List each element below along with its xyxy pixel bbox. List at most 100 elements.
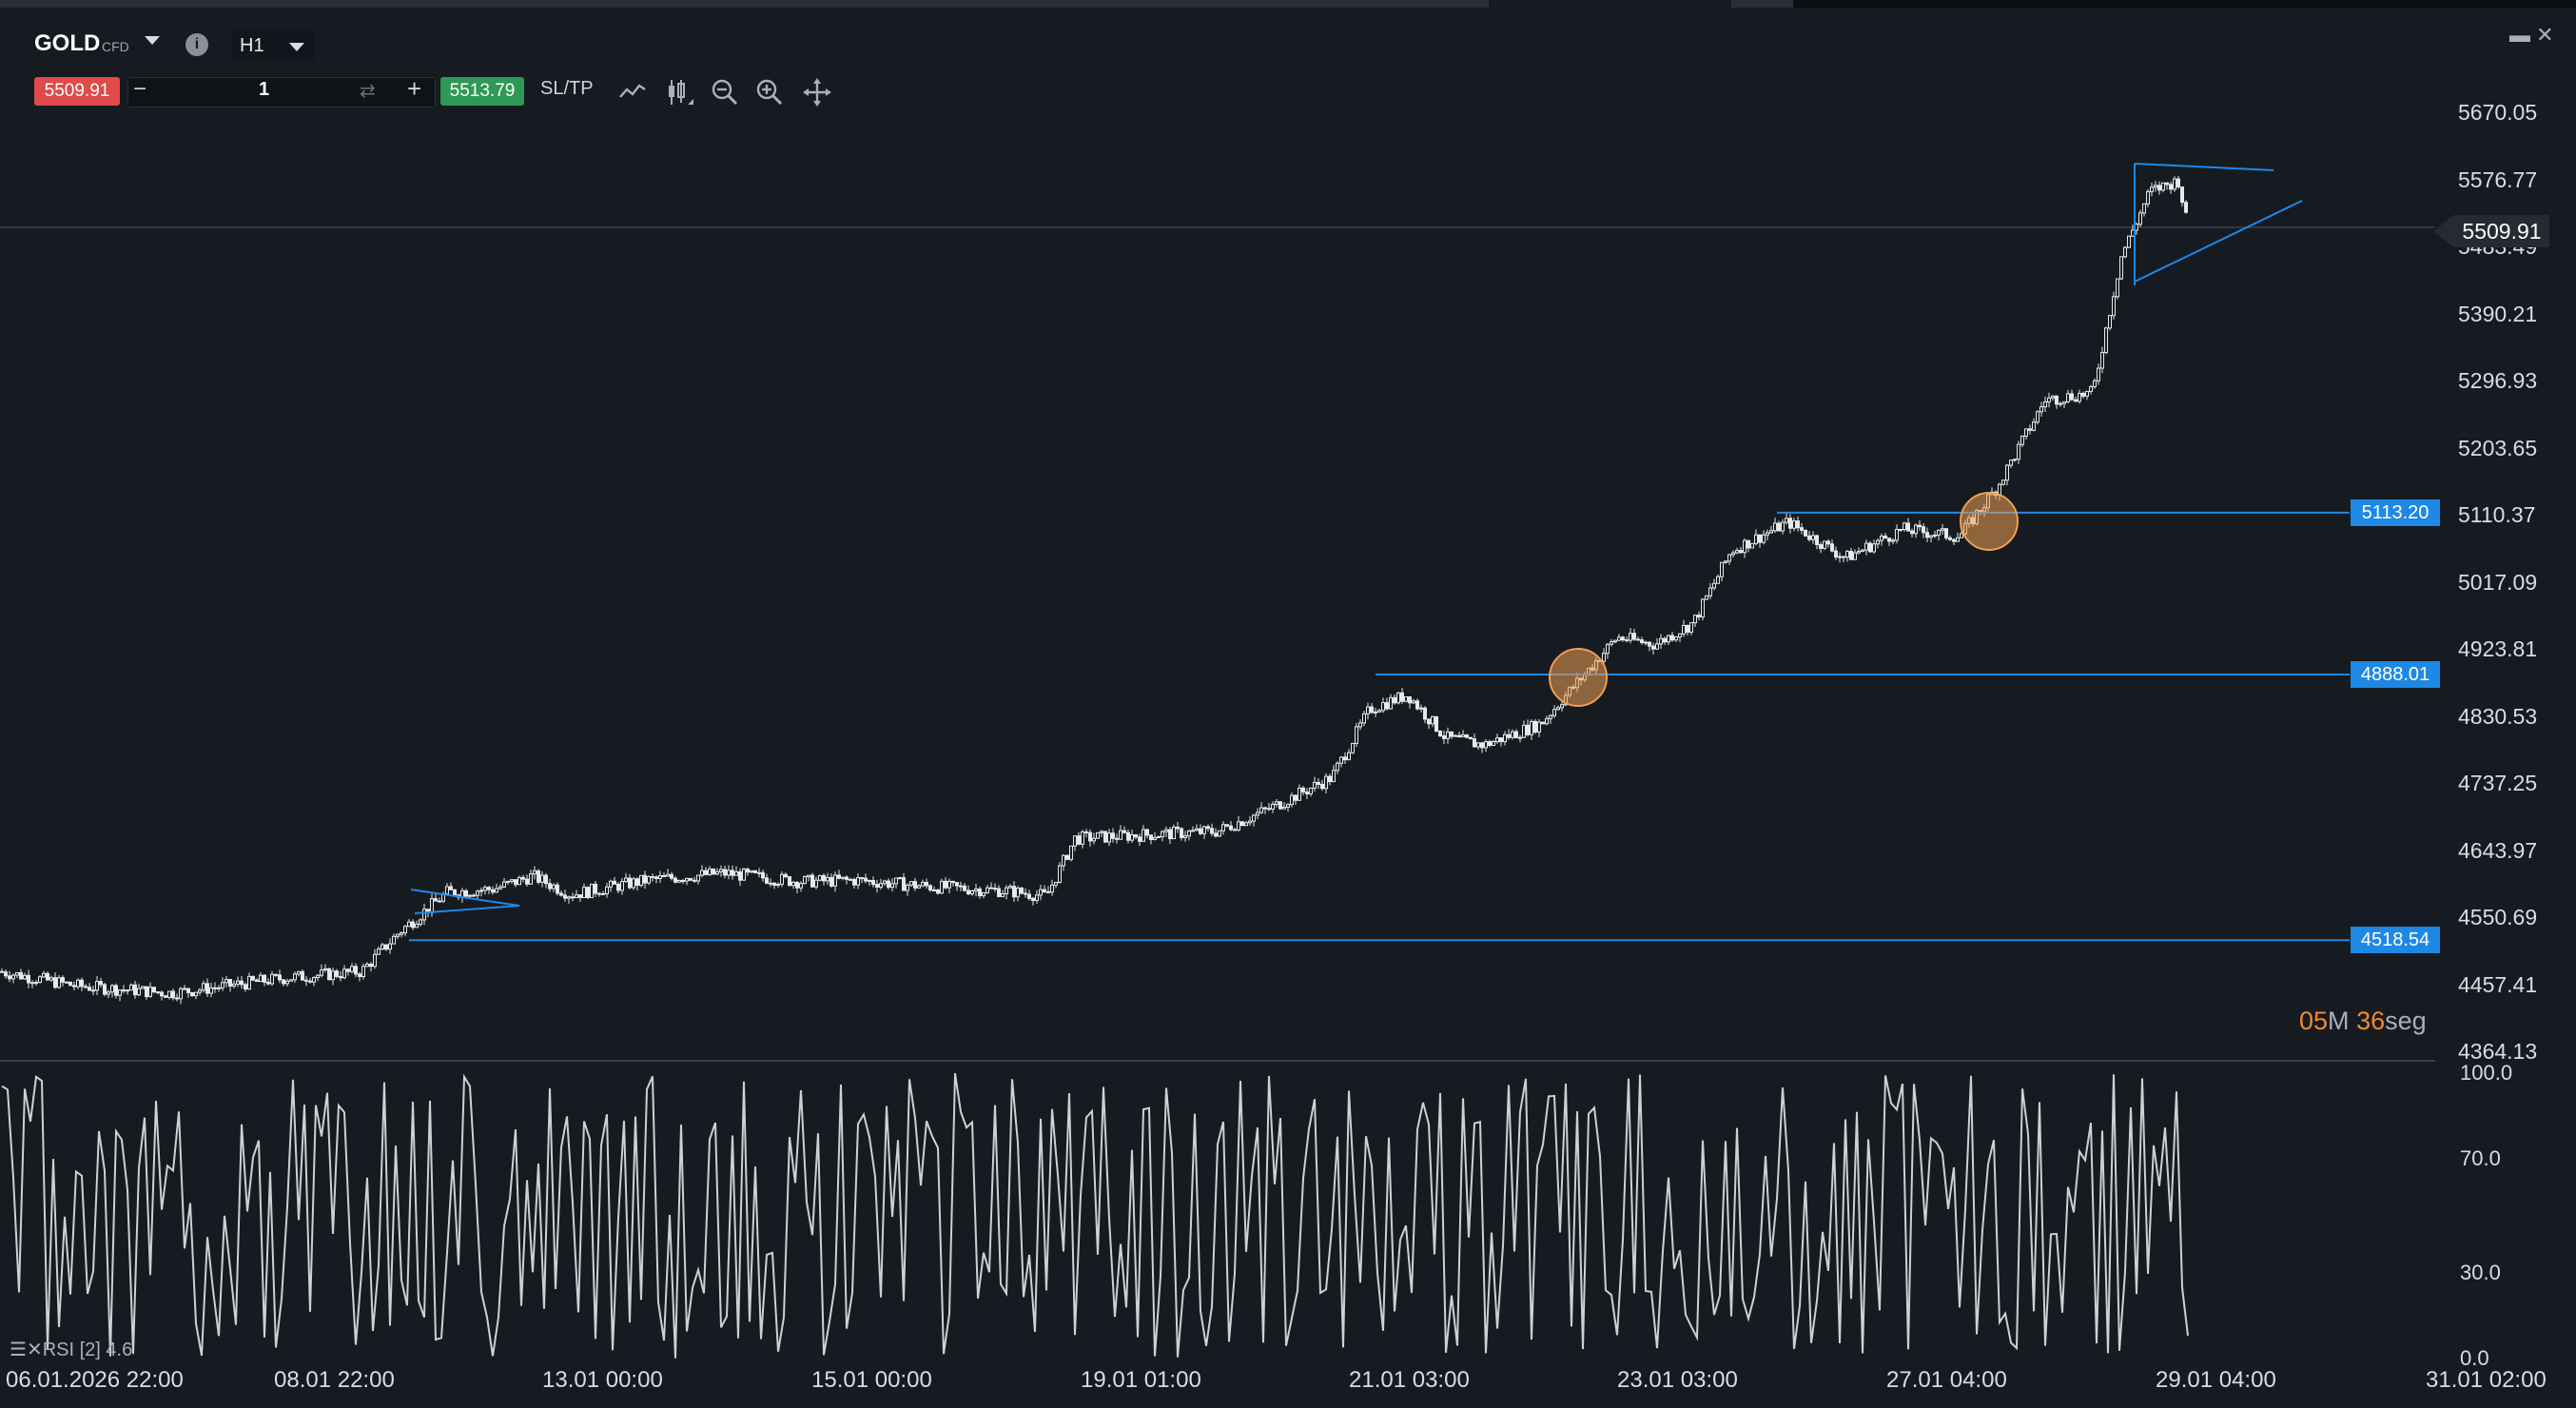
candle [2142, 203, 2146, 214]
candle [1861, 549, 1864, 553]
line-chart-icon[interactable] [616, 76, 649, 108]
candle [1864, 542, 1868, 551]
candle [571, 896, 575, 899]
zoom-out-icon[interactable] [709, 76, 741, 108]
candle [1918, 524, 1922, 528]
candle [1457, 734, 1461, 738]
candle [856, 877, 860, 886]
candle [11, 974, 15, 980]
candle [1442, 735, 1446, 739]
candle [266, 981, 270, 985]
candle [2165, 182, 2169, 186]
candle [453, 889, 457, 896]
timeframe-dropdown-icon[interactable] [289, 43, 304, 51]
candle [1747, 539, 1750, 549]
candle [2093, 380, 2097, 387]
candle [586, 887, 590, 898]
candle [658, 874, 662, 879]
candle [1473, 738, 1476, 748]
candle [814, 879, 818, 888]
candle [342, 968, 346, 979]
candle [255, 979, 259, 983]
info-icon[interactable]: i [185, 33, 208, 56]
candle [1229, 825, 1233, 831]
candle [1689, 622, 1693, 634]
candle [689, 877, 693, 881]
candle [890, 883, 894, 889]
zoom-in-icon[interactable] [753, 76, 786, 108]
candle [308, 980, 312, 983]
candle [1636, 638, 1640, 641]
candle [2085, 390, 2089, 397]
candle [2154, 185, 2157, 188]
candle [829, 876, 833, 887]
candle [601, 892, 605, 895]
candle [1298, 787, 1301, 801]
candle [468, 894, 472, 897]
candle [1720, 561, 1724, 577]
candle [1195, 828, 1199, 831]
candle [1731, 552, 1735, 556]
pan-move-icon[interactable] [801, 76, 833, 108]
timeframe-label[interactable]: H1 [240, 35, 264, 56]
quantity-minus-button[interactable]: − [133, 76, 147, 102]
buy-price-button[interactable]: 5513.79 [440, 77, 524, 106]
quantity-cycle-icon[interactable]: ⇄ [360, 81, 376, 102]
rsi-indicator-label[interactable]: ☰✕RSI [2] 4.6 [10, 1338, 132, 1361]
candle [1613, 639, 1617, 643]
sltp-button[interactable]: SL/TP [540, 78, 594, 99]
candle [15, 971, 19, 976]
level-badge[interactable]: 4888.01 [2351, 661, 2440, 689]
candle [769, 882, 772, 885]
candle [498, 886, 502, 890]
candle [8, 975, 11, 980]
quantity-value[interactable]: 1 [259, 79, 270, 100]
candle [1355, 726, 1358, 744]
candles-icon[interactable] [663, 76, 695, 108]
candle [1686, 624, 1689, 634]
window-buttons[interactable]: ▬ ✕ [2509, 23, 2554, 47]
candle [963, 885, 966, 891]
candle [1727, 554, 1731, 562]
candle [1050, 884, 1054, 893]
candle [2036, 411, 2039, 423]
candle [1157, 836, 1161, 839]
level-badge[interactable]: 4518.54 [2351, 927, 2440, 954]
quantity-input[interactable] [127, 77, 436, 108]
symbol-name[interactable]: GOLD [34, 30, 101, 56]
candle [472, 894, 476, 897]
candle [1111, 832, 1115, 839]
candle [126, 989, 129, 992]
symbol-dropdown-icon[interactable] [145, 36, 160, 45]
candle [578, 894, 582, 898]
candle [795, 881, 799, 889]
candle [2009, 460, 2013, 466]
candle [1507, 733, 1511, 738]
sell-price-button[interactable]: 5509.91 [34, 77, 120, 106]
rsi-close-icon[interactable]: ✕ [26, 1340, 43, 1360]
current-price-tag-pointer [2433, 215, 2454, 247]
candle [959, 885, 963, 888]
candle [1062, 854, 1065, 867]
candle [1039, 889, 1043, 896]
candle [917, 885, 921, 889]
candle [2112, 296, 2116, 317]
candle [803, 875, 807, 885]
level-badge[interactable]: 5113.20 [2351, 499, 2440, 526]
candle [1849, 551, 1853, 560]
candle [1096, 831, 1100, 839]
candle [1887, 538, 1891, 542]
candle [761, 871, 765, 879]
candle [1868, 542, 1872, 553]
rsi-label-text: RSI [2] 4.6 [42, 1340, 133, 1360]
quantity-plus-button[interactable]: + [407, 74, 422, 103]
candle [2032, 421, 2036, 431]
rsi-menu-icon[interactable]: ☰ [10, 1340, 27, 1360]
candle [647, 875, 651, 884]
candle [700, 870, 704, 876]
candle [495, 888, 498, 893]
candle [548, 883, 552, 890]
candle [734, 870, 738, 876]
candle [1800, 527, 1804, 531]
